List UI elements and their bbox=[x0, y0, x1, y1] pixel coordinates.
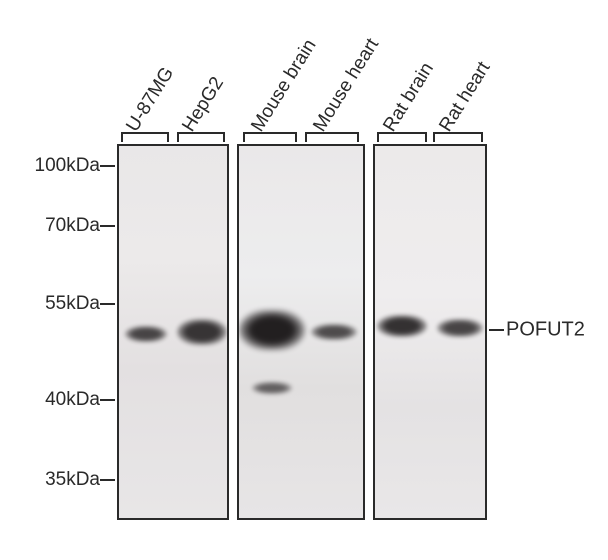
lane-label: HepG2 bbox=[178, 73, 229, 136]
lane-bracket bbox=[121, 132, 169, 140]
band bbox=[377, 315, 427, 337]
mw-label: 100kDa bbox=[35, 155, 101, 177]
lane-bracket bbox=[433, 132, 483, 140]
mw-tick bbox=[100, 303, 115, 305]
band bbox=[177, 319, 227, 345]
mw-label: 35kDa bbox=[45, 469, 100, 491]
blot-panel bbox=[373, 144, 487, 520]
lane-bracket bbox=[377, 132, 427, 140]
mw-label: 70kDa bbox=[45, 215, 100, 237]
target-label: POFUT2 bbox=[506, 319, 585, 342]
western-blot-figure: 100kDa 70kDa 55kDa 40kDa 35kDa U-87MGHepG2 Mo… bbox=[0, 0, 608, 560]
lane-label: Rat brain bbox=[379, 59, 439, 136]
mw-tick bbox=[100, 479, 115, 481]
blot-panel bbox=[117, 144, 229, 520]
band bbox=[239, 310, 305, 350]
band bbox=[125, 326, 167, 342]
lane-label: Mouse heart bbox=[309, 35, 384, 136]
lane-bracket bbox=[305, 132, 359, 140]
band bbox=[437, 319, 483, 337]
mw-label: 55kDa bbox=[45, 293, 100, 315]
lane-label: U-87MG bbox=[122, 63, 179, 136]
lane-label: Rat heart bbox=[435, 58, 495, 136]
mw-tick bbox=[100, 165, 115, 167]
target-tick bbox=[489, 329, 504, 331]
mw-tick bbox=[100, 225, 115, 227]
blot-panel bbox=[237, 144, 365, 520]
mw-tick bbox=[100, 399, 115, 401]
band bbox=[252, 382, 292, 394]
lane-bracket bbox=[177, 132, 225, 140]
lane-bracket bbox=[243, 132, 297, 140]
mw-label: 40kDa bbox=[45, 389, 100, 411]
band bbox=[311, 324, 357, 340]
